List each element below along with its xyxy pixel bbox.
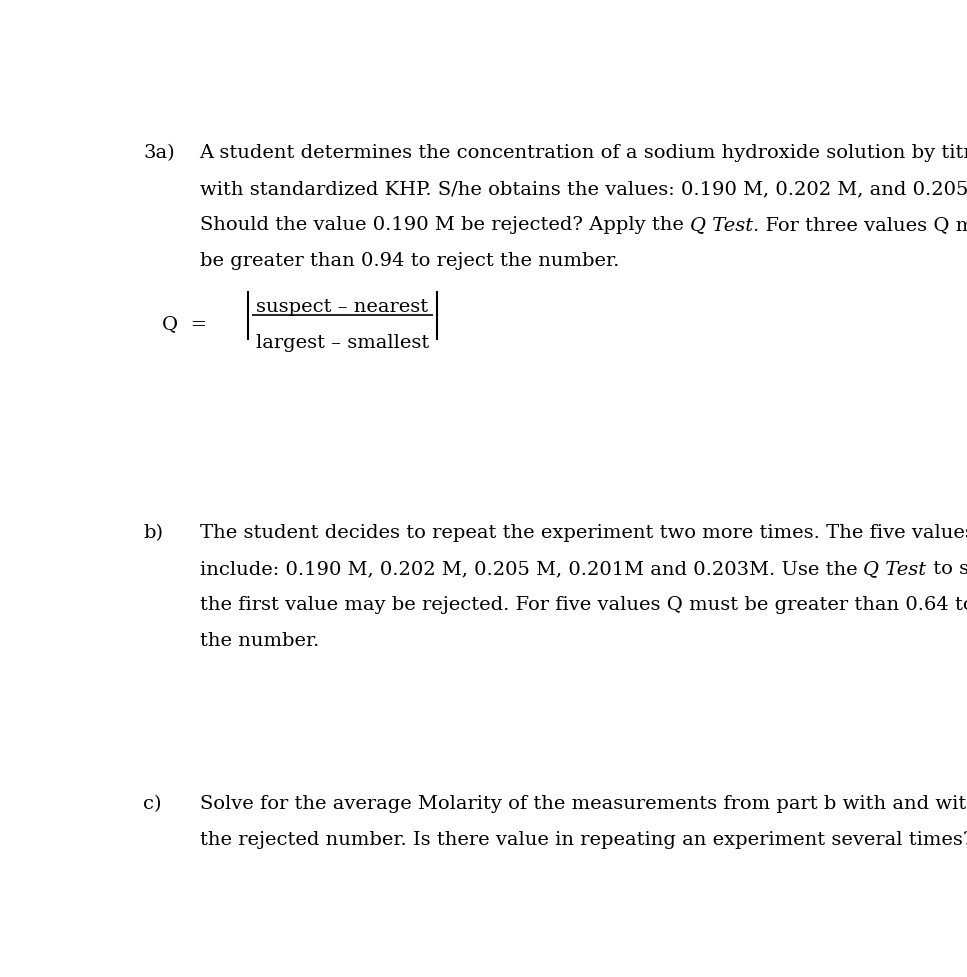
Text: 3a): 3a) xyxy=(143,144,175,161)
Text: b): b) xyxy=(143,524,163,541)
Text: be greater than 0.94 to reject the number.: be greater than 0.94 to reject the numbe… xyxy=(199,252,619,270)
Text: with standardized KHP. S/he obtains the values: 0.190 M, 0.202 M, and 0.205 M.: with standardized KHP. S/he obtains the … xyxy=(199,180,967,197)
Text: The student decides to repeat the experiment two more times. The five values now: The student decides to repeat the experi… xyxy=(199,524,967,541)
Text: . For three values Q must: . For three values Q must xyxy=(753,216,967,234)
Text: c): c) xyxy=(143,794,161,812)
Text: include: 0.190 M, 0.202 M, 0.205 M, 0.201M and 0.203M. Use the: include: 0.190 M, 0.202 M, 0.205 M, 0.20… xyxy=(199,560,864,577)
Text: Q Test: Q Test xyxy=(864,560,926,577)
Text: Solve for the average Molarity of the measurements from part b with and without: Solve for the average Molarity of the me… xyxy=(199,794,967,812)
Text: suspect – nearest: suspect – nearest xyxy=(255,298,427,316)
Text: Q  =: Q = xyxy=(162,315,207,332)
Text: the first value may be rejected. For five values Q must be greater than 0.64 to : the first value may be rejected. For fiv… xyxy=(199,596,967,614)
Text: the rejected number. Is there value in repeating an experiment several times?: the rejected number. Is there value in r… xyxy=(199,830,967,848)
Text: to see if: to see if xyxy=(926,560,967,577)
Text: A student determines the concentration of a sodium hydroxide solution by titrati: A student determines the concentration o… xyxy=(199,144,967,161)
Text: Q Test: Q Test xyxy=(689,216,753,234)
Text: Should the value 0.190 M be rejected? Apply the: Should the value 0.190 M be rejected? Ap… xyxy=(199,216,689,234)
Text: largest – smallest: largest – smallest xyxy=(255,334,429,352)
Text: the number.: the number. xyxy=(199,632,319,650)
